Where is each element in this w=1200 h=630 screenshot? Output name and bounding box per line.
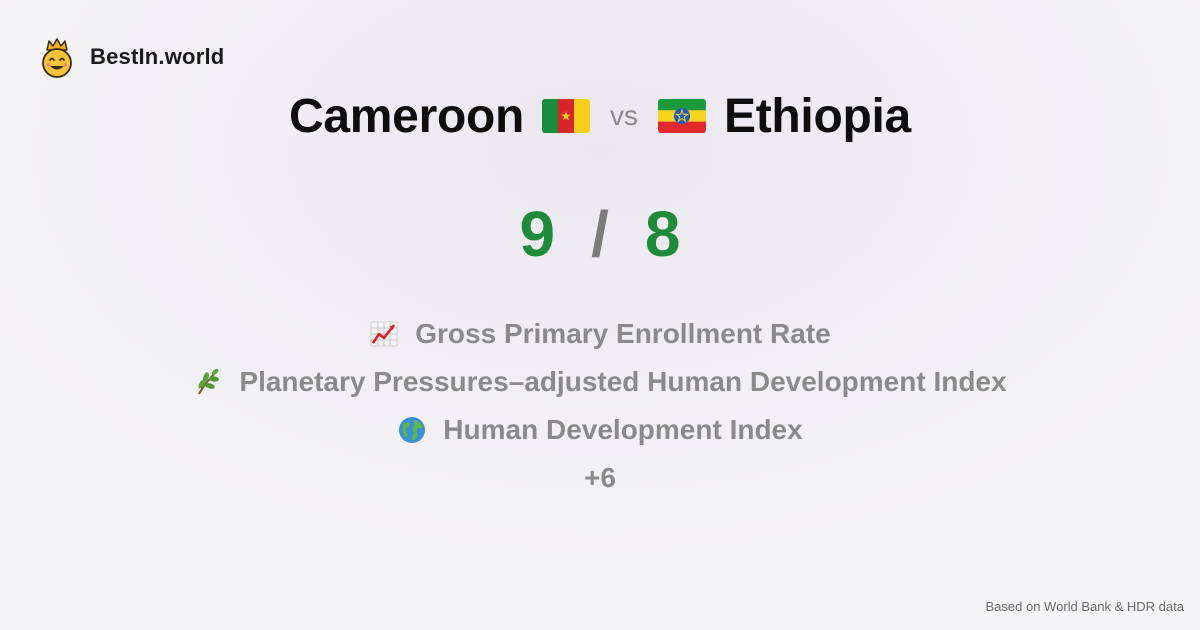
score-separator: / — [591, 198, 609, 270]
comparison-title: Cameroon vs Ethiopia — [0, 84, 1200, 148]
chart-increasing-icon — [370, 321, 398, 347]
metric-label: Gross Primary Enrollment Rate — [415, 318, 831, 349]
brand-name: BestIn.world — [90, 44, 225, 69]
brand[interactable]: BestIn.world — [38, 36, 224, 78]
right-score: 8 — [644, 198, 681, 270]
right-country-name: Ethiopia — [724, 89, 911, 143]
metric-list: Gross Primary Enrollment Rate Planetary … — [0, 310, 1200, 502]
list-item: Human Development Index — [0, 406, 1200, 454]
vs-label: vs — [610, 100, 639, 131]
globe-icon — [399, 417, 426, 443]
data-source-note: Based on World Bank & HDR data — [985, 599, 1184, 614]
cameroon-flag-icon — [542, 99, 591, 133]
score: 9 / 8 — [0, 192, 1200, 276]
ethiopia-flag-icon — [658, 99, 707, 133]
more-metrics-count: +6 — [584, 462, 616, 493]
list-item: Planetary Pressures–adjusted Human Devel… — [0, 358, 1200, 406]
left-country-name: Cameroon — [289, 89, 525, 143]
list-item: Gross Primary Enrollment Rate — [0, 310, 1200, 358]
herb-icon — [198, 368, 220, 395]
crowned-smiley-icon — [42, 38, 72, 78]
metric-label: Planetary Pressures–adjusted Human Devel… — [239, 366, 1007, 397]
metric-label: Human Development Index — [443, 414, 803, 445]
left-score: 9 — [519, 198, 556, 270]
